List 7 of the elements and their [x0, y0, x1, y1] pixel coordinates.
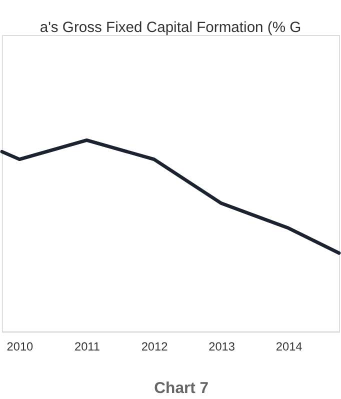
x-tick-label: 2012: [141, 340, 168, 354]
x-tick-label: 2014: [276, 340, 303, 354]
caption: Chart 7: [154, 380, 209, 397]
chart-title: a's Gross Fixed Capital Formation (% G: [40, 20, 302, 36]
x-tick-label: 2010: [6, 340, 34, 354]
x-tick-label: 2013: [208, 340, 236, 354]
x-tick-label: 2011: [74, 340, 100, 354]
